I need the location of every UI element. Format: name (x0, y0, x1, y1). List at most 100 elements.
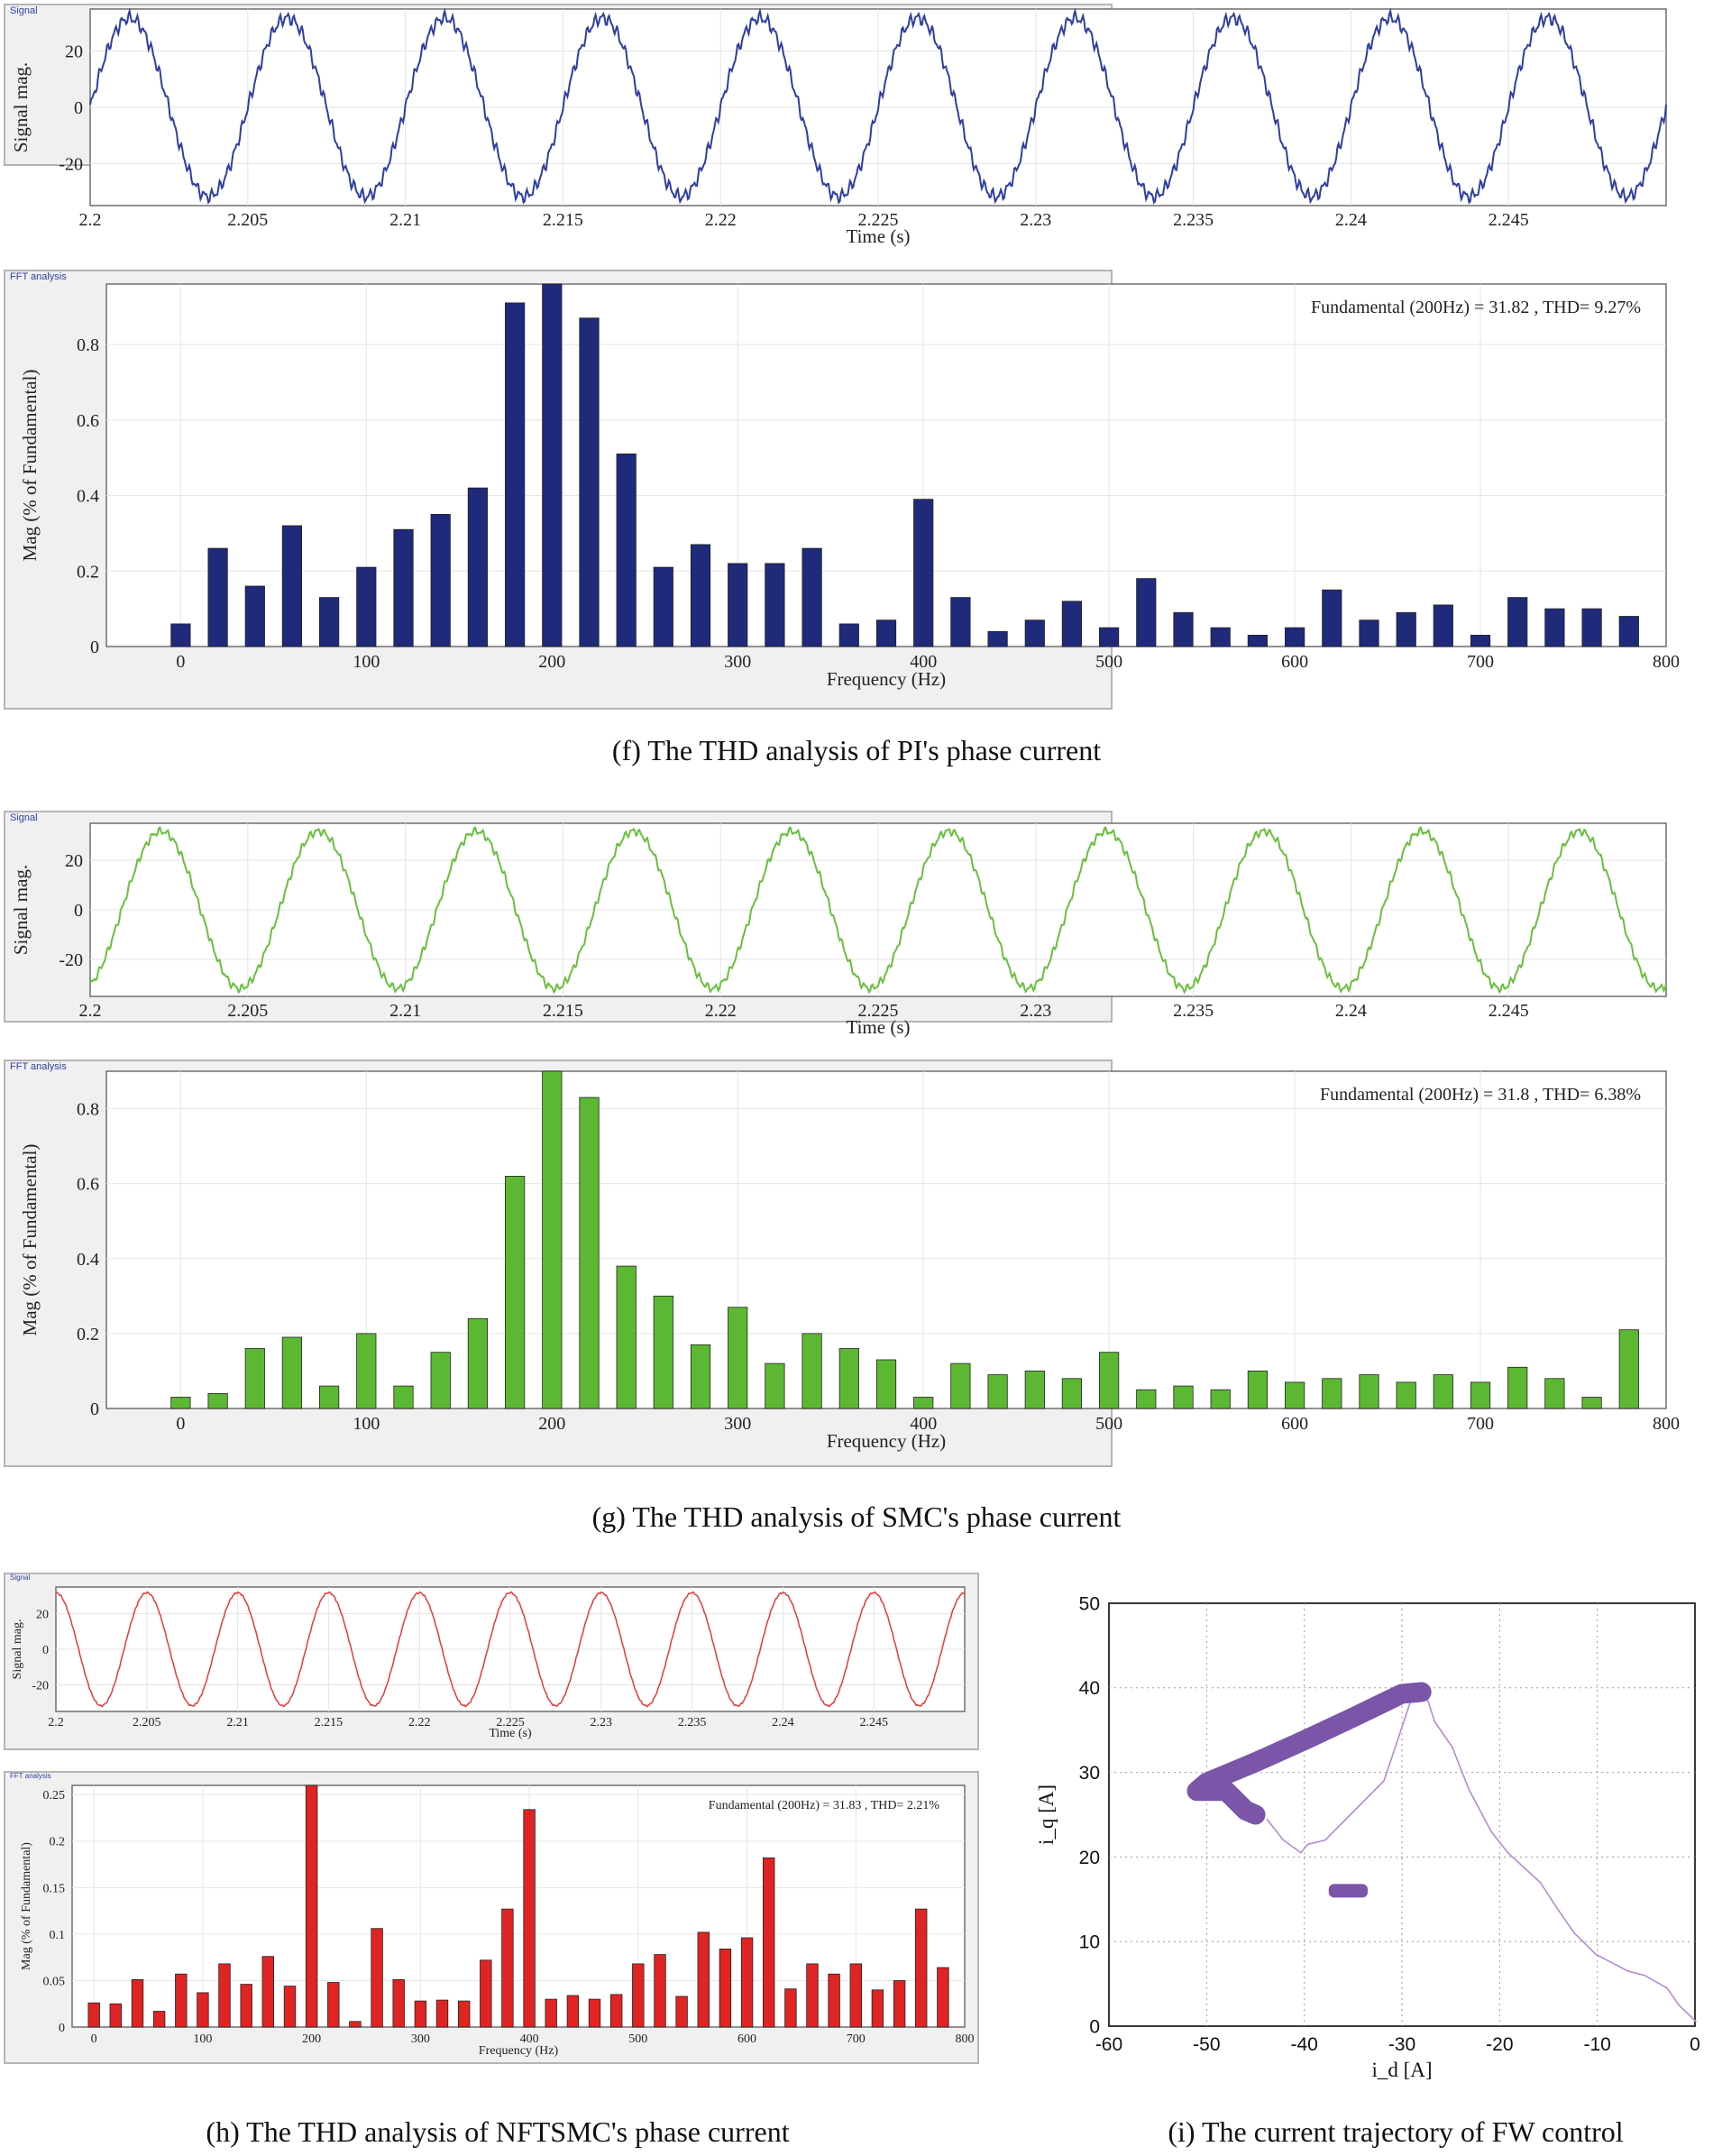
h-fft-bar (131, 1978, 144, 2028)
h-fft-bar (545, 1998, 557, 2028)
h-fft-bar (523, 1809, 536, 2028)
g-fft-bar (467, 1317, 489, 1409)
g-fft-bar (207, 1393, 228, 1409)
h-fft-ytick-label: 0.1 (50, 1929, 66, 1942)
h-fft-ytick-label: 0.2 (50, 1836, 66, 1849)
f-fft-xtick-label: 800 (1653, 652, 1680, 672)
f-fft-bar (1247, 635, 1268, 647)
f-fft-ytick-label: 0 (90, 638, 99, 657)
h-signal-xtick-label: 2.24 (772, 1716, 794, 1729)
h-fft-bar (915, 1908, 928, 2028)
g-signal-xtick-label: 2.245 (1489, 1001, 1529, 1021)
h-fft-bar (806, 1963, 819, 2028)
g-signal-xtick-label: 2.23 (1020, 1001, 1051, 1021)
f-fft-bar (207, 547, 228, 647)
g-fft-bar (281, 1336, 303, 1409)
i-trajectory-ytick-label: 40 (1079, 1678, 1100, 1699)
g-fft-ylabel: Mag (% of Fundamental) (19, 1144, 41, 1336)
h-signal-ylabel: Signal mag. (11, 1619, 24, 1680)
g-fft-bar (1136, 1389, 1157, 1409)
g-fft-panel-label: FFT analysis (10, 1061, 67, 1072)
caption-g: (g) The THD analysis of SMC's phase curr… (592, 1500, 1122, 1533)
g-fft-plot-area (105, 1070, 1667, 1409)
f-fft-ytick-label: 0.4 (77, 487, 99, 507)
f-fft-xtick-label: 700 (1467, 652, 1494, 672)
g-fft-xtick-label: 100 (353, 1414, 380, 1434)
h-signal-series-line (55, 1591, 966, 1708)
h-fft-bar (675, 1995, 688, 2028)
f-fft-bar (1322, 589, 1342, 647)
f-fft-bar (430, 514, 451, 647)
f-fft-bar (170, 623, 191, 647)
h-fft-bar (152, 2011, 166, 2028)
g-fft: 0 100 200 300 400 500 600 700 800 0 0.2 0.4 0.6 0.8 Fu… (19, 1070, 1680, 1452)
g-fft-ytick-label: 0.6 (77, 1175, 99, 1195)
g-fft-bar (244, 1348, 265, 1409)
h-fft-bar (654, 1954, 666, 2028)
i-trajectory-ytick-label: 50 (1079, 1593, 1100, 1614)
f-signal-xtick-label: 2.205 (227, 210, 268, 230)
i-trajectory-ytick-label: 30 (1079, 1763, 1100, 1784)
f-signal-panel-label: Signal (10, 5, 38, 16)
f-fft-bar (1507, 597, 1528, 647)
g-fft-bar (393, 1385, 414, 1409)
f-fft-bar (244, 585, 265, 647)
h-fft-panel-label: FFT analysis (10, 1772, 51, 1780)
f-signal-xtick-label: 2.24 (1335, 210, 1367, 230)
g-fft-ytick-label: 0 (90, 1399, 99, 1419)
g-signal-xtick-label: 2.21 (389, 1001, 421, 1021)
caption-i: (i) The current trajectory of FW control (1168, 2115, 1623, 2148)
f-fft-ylabel: Mag (% of Fundamental) (19, 370, 41, 562)
g-signal-xlabel: Time (s) (847, 1016, 911, 1038)
f-fft-bar (875, 619, 897, 647)
f-fft-bar (281, 525, 303, 647)
h-signal-ytick-label: 20 (36, 1608, 49, 1621)
g-fft-ytick-label: 0.8 (77, 1100, 99, 1120)
i-trajectory-xtick-label: 0 (1690, 2034, 1700, 2055)
i-trajectory-xtick-label: -10 (1583, 2034, 1610, 2055)
f-fft-bar (1396, 611, 1416, 647)
i-trajectory-xtick-label: -40 (1290, 2034, 1317, 2055)
h-fft-xtick-label: 500 (628, 2032, 647, 2046)
g-signal-xtick-label: 2.225 (858, 1001, 899, 1021)
g-fft-bar (356, 1333, 377, 1409)
h-fft-bar (632, 1963, 645, 2028)
i-trajectory-thick-band (1186, 1682, 1432, 1825)
h-fft-ytick-label: 0.05 (43, 1975, 66, 1988)
f-signal-xlabel: Time (s) (847, 225, 911, 247)
f-fft-xtick-label: 300 (724, 652, 751, 672)
i-trajectory-cluster (1328, 1884, 1369, 1898)
h-fft-xtick-label: 800 (956, 2032, 975, 2046)
f-fft-ytick-label: 0.6 (77, 411, 99, 431)
f-fft-bar (1359, 619, 1379, 647)
g-fft-ytick-label: 0.4 (77, 1250, 99, 1270)
g-fft-bar (1581, 1397, 1602, 1409)
g-fft-bar (802, 1333, 822, 1409)
h-fft-xtick-label: 700 (847, 2032, 866, 2046)
f-fft-bar (1099, 627, 1120, 647)
f-signal-ylabel: Signal mag. (10, 62, 32, 152)
f-fft-bar (653, 566, 673, 647)
h-signal-xtick-label: 2.215 (315, 1716, 344, 1729)
f-fft-xtick-label: 200 (538, 652, 565, 672)
f-signal-xtick-label: 2.23 (1020, 210, 1051, 230)
g-signal-xtick-label: 2.2 (79, 1001, 102, 1021)
g-signal-xtick-label: 2.215 (543, 1001, 583, 1021)
i-trajectory-ylabel: i_q [A] (1035, 1784, 1058, 1845)
g-fft-bar (616, 1265, 637, 1409)
g-fft-bar (1470, 1381, 1491, 1409)
g-fft-bar (690, 1344, 711, 1409)
f-fft-bar (1173, 611, 1194, 647)
f-fft-bar (728, 563, 748, 647)
f-signal-ytick-label: -20 (59, 154, 83, 174)
g-fft-bar (913, 1397, 934, 1409)
f-fft-bar (579, 317, 600, 647)
g-fft-bar (838, 1348, 859, 1409)
h-fft-xtick-label: 0 (91, 2032, 97, 2046)
f-fft-ytick-label: 0.8 (77, 335, 99, 355)
h-fft-bar (937, 1967, 949, 2028)
g-signal-panel-label: Signal (10, 812, 38, 823)
f-fft-bar (690, 544, 711, 647)
h-signal-xtick-label: 2.23 (591, 1716, 613, 1729)
